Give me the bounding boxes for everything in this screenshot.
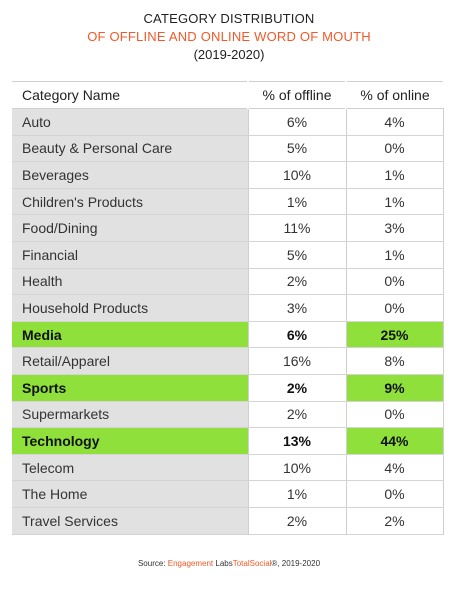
cell-offline-value: 2%	[247, 374, 346, 402]
cell-online-value: 4%	[345, 454, 444, 482]
cell-category-name: Supermarkets	[12, 401, 248, 429]
cell-offline-value: 5%	[247, 135, 346, 163]
cell-category-name: Auto	[12, 108, 248, 136]
cell-category-name: Financial	[12, 241, 248, 269]
cell-online-value: 0%	[345, 268, 444, 296]
cell-offline-value: 2%	[247, 268, 346, 296]
cell-online-value: 1%	[345, 241, 444, 269]
source-suffix: ®, 2019-2020	[271, 559, 321, 568]
table-row: Travel Services 2% 2%	[12, 507, 444, 535]
cell-category-name: Beauty & Personal Care	[12, 135, 248, 163]
cell-online-value: 4%	[345, 108, 444, 136]
cell-category-name: Technology	[12, 427, 248, 455]
table-row: Sports 2% 9%	[12, 374, 444, 402]
source-brand-totalsocial: TotalSocial	[232, 559, 272, 568]
cell-category-name: Children's Products	[12, 188, 248, 216]
cell-category-name: Household Products	[12, 294, 248, 322]
source-brand-labs: Labs	[215, 559, 233, 568]
table-row: Supermarkets 2% 0%	[12, 401, 444, 429]
cell-offline-value: 5%	[247, 241, 346, 269]
cell-category-name: The Home	[12, 480, 248, 508]
column-header-online: % of online	[345, 81, 443, 109]
cell-category-name: Travel Services	[12, 507, 248, 535]
chart-title-line1: CATEGORY DISTRIBUTION	[143, 11, 315, 26]
cell-category-name: Media	[12, 321, 248, 349]
cell-online-value: 3%	[345, 214, 444, 242]
cell-offline-value: 6%	[247, 321, 346, 349]
cell-offline-value: 2%	[247, 507, 346, 535]
cell-offline-value: 6%	[247, 108, 346, 136]
cell-online-value: 1%	[345, 161, 444, 189]
column-header-offline: % of offline	[247, 81, 347, 109]
table-row: Beauty & Personal Care 5% 0%	[12, 135, 444, 163]
cell-category-name: Health	[12, 268, 248, 296]
cell-offline-value: 1%	[247, 480, 346, 508]
cell-category-name: Retail/Apparel	[12, 347, 248, 375]
cell-offline-value: 16%	[247, 347, 346, 375]
cell-online-value: 0%	[345, 480, 444, 508]
column-header-category: Category Name	[12, 81, 249, 109]
source-note: Source: Engagement LabsTotalSocial®, 201…	[0, 559, 458, 568]
cell-offline-value: 11%	[247, 214, 346, 242]
cell-online-value: 44%	[345, 427, 444, 455]
cell-offline-value: 2%	[247, 401, 346, 429]
cell-category-name: Food/Dining	[12, 214, 248, 242]
cell-offline-value: 10%	[247, 161, 346, 189]
cell-online-value: 8%	[345, 347, 444, 375]
table-row: Technology 13% 44%	[12, 427, 444, 455]
cell-offline-value: 10%	[247, 454, 346, 482]
category-distribution-table: Category Name % of offline % of online A…	[12, 81, 444, 535]
table-row: Retail/Apparel 16% 8%	[12, 347, 444, 375]
source-brand-engagement: Engagement	[167, 559, 214, 568]
table-row: Health 2% 0%	[12, 268, 444, 296]
cell-online-value: 1%	[345, 188, 444, 216]
cell-online-value: 25%	[345, 321, 444, 349]
chart-title-block: CATEGORY DISTRIBUTION OF OFFLINE AND ONL…	[0, 10, 458, 64]
table-row: The Home 1% 0%	[12, 480, 444, 508]
cell-category-name: Sports	[12, 374, 248, 402]
table-header-row: Category Name % of offline % of online	[12, 81, 443, 109]
source-prefix: Source:	[137, 559, 166, 568]
table-body: Auto 6% 4% Beauty & Personal Care 5% 0% Bevera…	[12, 108, 444, 535]
table-row: Media 6% 25%	[12, 321, 444, 349]
table-row: Food/Dining 11% 3%	[12, 214, 444, 242]
table-row: Auto 6% 4%	[12, 108, 444, 136]
cell-offline-value: 1%	[247, 188, 346, 216]
table-row: Household Products 3% 0%	[12, 294, 444, 322]
cell-online-value: 0%	[345, 135, 444, 163]
chart-title-years: (2019-2020)	[193, 47, 265, 62]
chart-title-line2: OF OFFLINE AND ONLINE WORD OF MOUTH	[87, 29, 371, 44]
cell-category-name: Beverages	[12, 161, 248, 189]
cell-online-value: 9%	[345, 374, 444, 402]
cell-online-value: 0%	[345, 401, 444, 429]
cell-category-name: Telecom	[12, 454, 248, 482]
cell-offline-value: 13%	[247, 427, 346, 455]
table-row: Children's Products 1% 1%	[12, 188, 444, 216]
cell-offline-value: 3%	[247, 294, 346, 322]
table-row: Beverages 10% 1%	[12, 161, 444, 189]
table-row: Telecom 10% 4%	[12, 454, 444, 482]
table-row: Financial 5% 1%	[12, 241, 444, 269]
cell-online-value: 2%	[345, 507, 444, 535]
cell-online-value: 0%	[345, 294, 444, 322]
